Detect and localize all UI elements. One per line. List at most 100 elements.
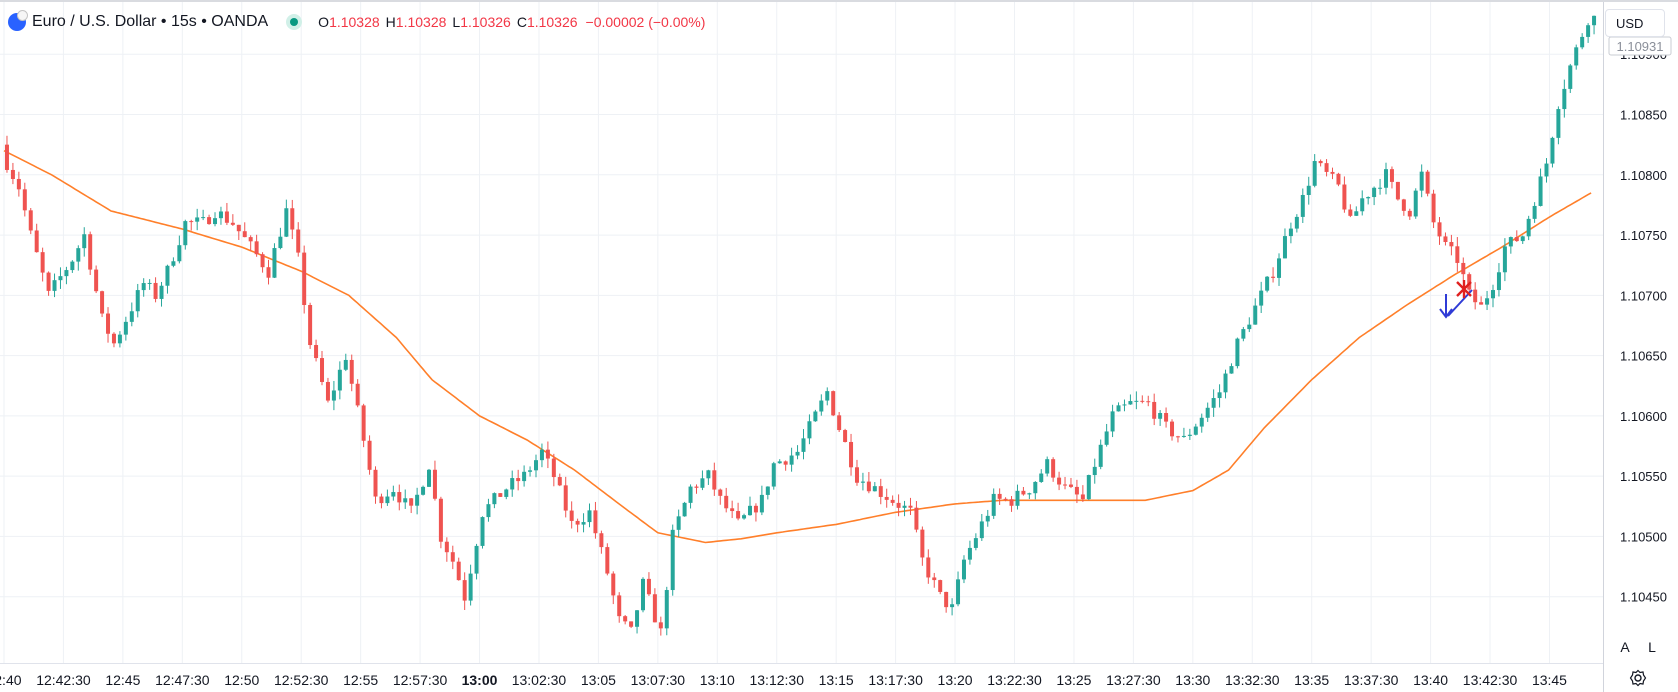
candle (1223, 369, 1228, 399)
candle (557, 473, 562, 487)
drawing-tools-overlay[interactable] (1439, 280, 1473, 319)
auto-scale-button[interactable]: A (1614, 636, 1636, 658)
candle (688, 484, 693, 509)
candle-body (991, 493, 996, 516)
candle (1491, 284, 1496, 308)
candle (1568, 63, 1573, 93)
candle-body (617, 595, 622, 617)
ma-line-path (3, 149, 1592, 544)
price-axis[interactable]: 1.109001.108501.108001.107501.107001.106… (1620, 47, 1667, 604)
candle-body (486, 504, 491, 518)
high-label: H (385, 14, 396, 30)
candle-body (956, 579, 961, 605)
candle-body (498, 493, 503, 497)
candle-body (462, 580, 467, 601)
candle (658, 616, 663, 636)
candle-body (1092, 466, 1097, 476)
candle (908, 497, 913, 516)
candle (700, 470, 705, 491)
candle (266, 259, 271, 285)
candle (956, 571, 961, 607)
candle (1574, 44, 1579, 70)
candle-body (504, 489, 509, 497)
blue-arrow-drawing[interactable] (1439, 289, 1473, 319)
log-scale-button[interactable]: L (1641, 636, 1663, 658)
candle-body (635, 610, 640, 627)
candle (492, 492, 497, 509)
candle-body (908, 505, 913, 508)
candle (712, 462, 717, 496)
candlestick-series (4, 15, 1597, 636)
symbol-title[interactable]: Euro / U.S. Dollar • 15s • OANDA (32, 13, 269, 30)
settings-icon[interactable] (1628, 668, 1648, 688)
candle-body (932, 577, 937, 581)
candle-body (1479, 302, 1484, 305)
candle (1116, 402, 1121, 412)
candle (932, 572, 937, 588)
candle (884, 488, 889, 508)
candle-body (1086, 475, 1091, 500)
candle (1199, 413, 1204, 433)
candle (385, 489, 390, 506)
candle (391, 485, 396, 501)
candle (534, 454, 538, 478)
high-value: 1.10328 (395, 14, 447, 30)
red-cross-marker[interactable] (1456, 280, 1472, 298)
candle-body (100, 291, 105, 314)
candle (807, 414, 812, 445)
candle (753, 503, 758, 522)
candle-body (1152, 401, 1157, 419)
candle (1419, 164, 1424, 198)
candle-body (640, 578, 645, 611)
candle-body (682, 502, 687, 517)
candle-body (920, 529, 925, 558)
candle (1502, 238, 1507, 282)
candle-body (1104, 431, 1109, 445)
candle-body (213, 218, 218, 225)
candle (581, 513, 586, 533)
candle (950, 598, 955, 616)
candle-body (260, 254, 265, 268)
candle (1241, 326, 1246, 342)
low-value: 1.10326 (460, 14, 511, 30)
candle (1354, 206, 1359, 216)
price-tick-label: 1.10450 (1620, 590, 1667, 605)
currency-selector-button[interactable]: USD (1605, 9, 1665, 37)
candle (747, 496, 752, 516)
candle-body (278, 236, 283, 249)
close-value: 1.10326 (526, 14, 578, 30)
candle (201, 209, 206, 221)
candle-body (1187, 434, 1192, 436)
time-tick-label: 13:27:30 (1106, 672, 1161, 688)
candle-body (272, 248, 277, 278)
candle-body (1318, 161, 1323, 164)
candle-body (706, 470, 711, 479)
candle-body (759, 494, 764, 513)
market-status-icon[interactable] (286, 14, 303, 30)
candle-body (979, 521, 984, 539)
candle-body (1538, 176, 1543, 206)
candle-body (52, 280, 57, 291)
candle (1514, 230, 1519, 242)
candle (1187, 428, 1192, 441)
candle (1164, 407, 1169, 428)
candle-body (1235, 338, 1240, 367)
candle-body (224, 211, 229, 223)
candle (207, 214, 212, 225)
candle (1389, 166, 1394, 189)
close-label: C (516, 14, 527, 30)
candle (34, 223, 39, 253)
candle-body (724, 495, 729, 509)
candle-body (1419, 171, 1424, 191)
candle (1550, 136, 1555, 168)
candle-body (1009, 499, 1014, 506)
candle (52, 273, 57, 298)
candle (444, 537, 449, 562)
candle (117, 331, 122, 348)
candle-body (516, 478, 521, 482)
time-axis[interactable]: 12:40 12:42:30 12:45 12:47:30 12:50 12:52:30 1… (0, 672, 1567, 688)
candle (866, 472, 871, 494)
candle (1318, 159, 1323, 167)
candle (593, 501, 598, 539)
